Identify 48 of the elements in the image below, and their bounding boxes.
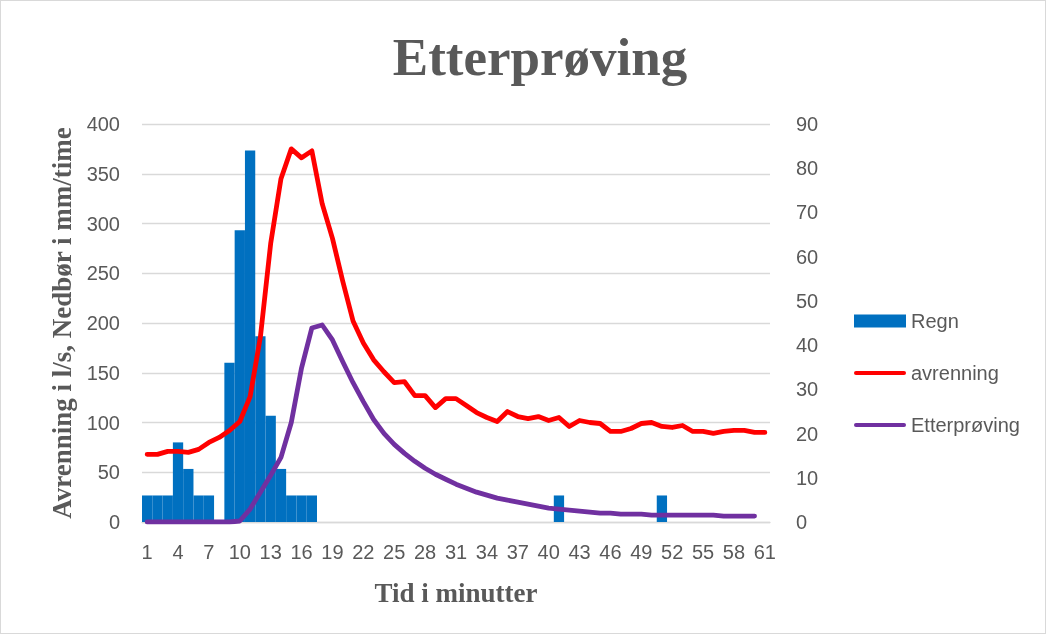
- x-tick-label: 16: [290, 541, 313, 563]
- x-tick-label: 40: [537, 541, 560, 563]
- legend-label: Regn: [911, 310, 959, 332]
- y2-tick-label: 0: [796, 511, 808, 533]
- y2-tick-label: 60: [796, 245, 819, 268]
- y2-tick-label: 20: [796, 422, 819, 445]
- x-tick-label: 28: [413, 541, 437, 563]
- x-tick-label: 61: [753, 541, 776, 563]
- x-tick-label: 31: [444, 541, 468, 563]
- y-tick-label: 100: [86, 411, 120, 434]
- y-tick-label: 0: [108, 511, 120, 533]
- y-tick-label: 300: [86, 212, 120, 235]
- chart-title: Etterprøving: [392, 27, 688, 86]
- y2-tick-label: 30: [796, 378, 819, 401]
- y2-tick-label: 10: [796, 466, 819, 489]
- x-tick-label: 37: [506, 541, 529, 563]
- line-series: [144, 146, 768, 457]
- y-tick-label: 200: [86, 312, 120, 334]
- x-tick-label: 10: [228, 541, 251, 563]
- y2-tick-label: 50: [796, 289, 819, 312]
- y2-tick-label: 80: [796, 157, 819, 180]
- legend-label: Etterprøving: [911, 414, 1020, 436]
- x-tick-label: 19: [321, 541, 344, 563]
- y2-tick-label: 90: [796, 113, 819, 135]
- x-tick-label: 22: [352, 541, 375, 563]
- y-tick-label: 50: [97, 461, 120, 484]
- x-tick-label: 46: [599, 541, 622, 563]
- y-tick-label: 150: [86, 361, 120, 384]
- y-tick-label: 350: [86, 162, 120, 185]
- x-tick-label: 52: [661, 541, 684, 563]
- x-tick-label: 7: [203, 541, 215, 563]
- y-tick-label: 400: [86, 113, 120, 135]
- x-tick-label: 4: [172, 541, 184, 563]
- x-axis-title: Tid i minutter: [374, 577, 538, 608]
- x-tick-label: 13: [259, 541, 282, 563]
- line-series: [144, 322, 757, 525]
- legend-label: avrenning: [911, 362, 999, 384]
- x-tick-label: 25: [383, 541, 406, 563]
- x-tick-label: 58: [722, 541, 746, 563]
- x-tick-label: 34: [475, 541, 499, 563]
- x-tick-label: 55: [691, 541, 715, 563]
- x-tick-label: 49: [630, 541, 653, 563]
- x-tick-label: 1: [141, 541, 153, 563]
- y2-tick-label: 70: [796, 201, 819, 224]
- y-tick-label: 250: [86, 262, 120, 285]
- y2-tick-label: 40: [796, 334, 819, 357]
- y-axis-title: Avrenning i l/s, Nedbør i mm/time: [47, 127, 78, 519]
- x-tick-label: 43: [568, 541, 591, 563]
